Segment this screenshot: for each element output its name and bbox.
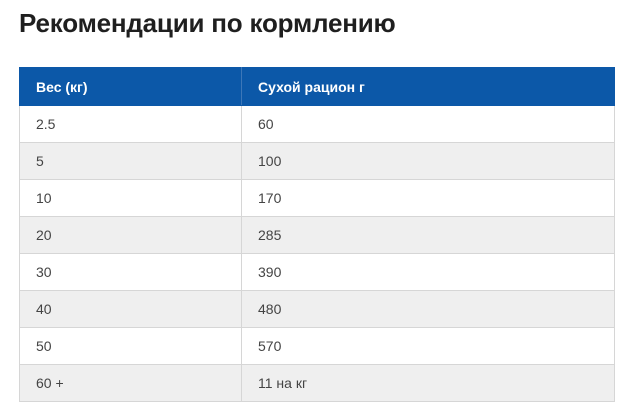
- table-header: Вес (кг) Сухой рацион г: [19, 67, 615, 106]
- weight-cell: 10: [19, 179, 242, 217]
- table-row: 60 + 11 на кг: [19, 364, 615, 402]
- dry-food-cell: 170: [241, 179, 615, 217]
- table-row: 20 285: [19, 216, 615, 254]
- weight-cell: 60 +: [19, 364, 242, 402]
- dry-food-cell: 11 на кг: [241, 364, 615, 402]
- weight-cell: 50: [19, 327, 242, 365]
- weight-cell: 5: [19, 142, 242, 180]
- weight-cell: 40: [19, 290, 242, 328]
- column-header-dry-food: Сухой рацион г: [241, 67, 615, 106]
- table-body: 2.5 60 5 100 10 170 20 285 30 390 40 480: [19, 105, 615, 402]
- table-row: 10 170: [19, 179, 615, 217]
- weight-cell: 30: [19, 253, 242, 291]
- table-row: 30 390: [19, 253, 615, 291]
- feeding-table: Вес (кг) Сухой рацион г 2.5 60 5 100 10 …: [19, 67, 615, 402]
- table-row: 5 100: [19, 142, 615, 180]
- header-row: Вес (кг) Сухой рацион г: [19, 67, 615, 106]
- weight-cell: 20: [19, 216, 242, 254]
- dry-food-cell: 480: [241, 290, 615, 328]
- dry-food-cell: 570: [241, 327, 615, 365]
- page-title: Рекомендации по кормлению: [19, 8, 396, 38]
- dry-food-cell: 390: [241, 253, 615, 291]
- dry-food-cell: 100: [241, 142, 615, 180]
- table-row: 2.5 60: [19, 105, 615, 143]
- table-row: 40 480: [19, 290, 615, 328]
- table-row: 50 570: [19, 327, 615, 365]
- dry-food-cell: 285: [241, 216, 615, 254]
- dry-food-cell: 60: [241, 105, 615, 143]
- column-header-weight: Вес (кг): [19, 67, 242, 106]
- weight-cell: 2.5: [19, 105, 242, 143]
